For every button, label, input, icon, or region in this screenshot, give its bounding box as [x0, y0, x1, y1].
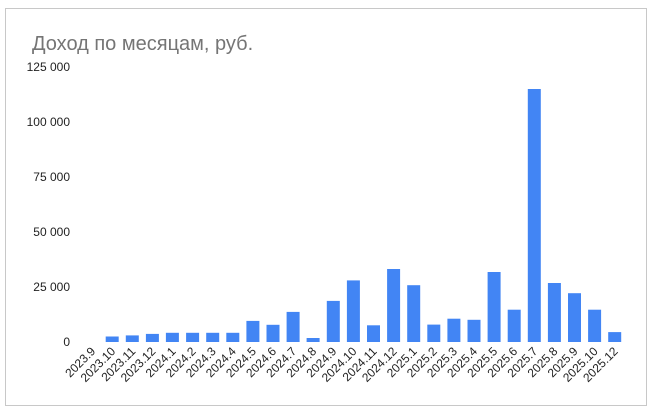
- bar-2024.12: [387, 269, 401, 342]
- bar-2024.4: [226, 332, 240, 342]
- bar-2025.8: [547, 283, 561, 342]
- bar-2023.10: [105, 336, 119, 342]
- bar-2024.6: [266, 324, 280, 342]
- bar-2024.2: [186, 332, 200, 342]
- bar-2025.6: [507, 309, 521, 342]
- bar-2024.1: [165, 332, 179, 342]
- bar-2024.11: [367, 325, 380, 342]
- bar-2024.3: [206, 332, 220, 342]
- y-tick-label: 75 000: [33, 170, 70, 184]
- bar-2025.5: [487, 272, 501, 342]
- bar-2023.11: [125, 335, 139, 342]
- y-axis-labels: 0 25 000 50 000 75 000 100 000 125 000: [27, 60, 71, 349]
- bar-2025.4: [467, 319, 481, 342]
- y-tick-label: 25 000: [33, 280, 70, 294]
- x-axis-labels: 2023.92023.102023.112023.122024.12024.22…: [62, 344, 621, 385]
- bar-2023.12: [145, 333, 159, 342]
- bar-2024.5: [246, 320, 260, 342]
- bars: [105, 89, 622, 342]
- bar-2024.7: [286, 311, 300, 342]
- y-tick-label: 100 000: [27, 115, 71, 129]
- bar-2024.8: [306, 338, 320, 342]
- bar-2025.3: [447, 318, 461, 342]
- bar-2025.2: [427, 324, 441, 342]
- chart-title: Доход по месяцам, руб.: [32, 33, 254, 55]
- y-tick-label: 125 000: [27, 60, 71, 74]
- y-tick-label: 0: [63, 335, 70, 349]
- y-tick-label: 50 000: [33, 225, 70, 239]
- bar-2024.9: [326, 300, 340, 342]
- bar-2024.10: [346, 280, 360, 342]
- bar-2025.10: [588, 309, 602, 342]
- bar-2025.12: [608, 332, 622, 342]
- bar-2025.9: [568, 293, 581, 342]
- bar-2025.1: [407, 285, 421, 342]
- bar-2025.7: [527, 89, 541, 342]
